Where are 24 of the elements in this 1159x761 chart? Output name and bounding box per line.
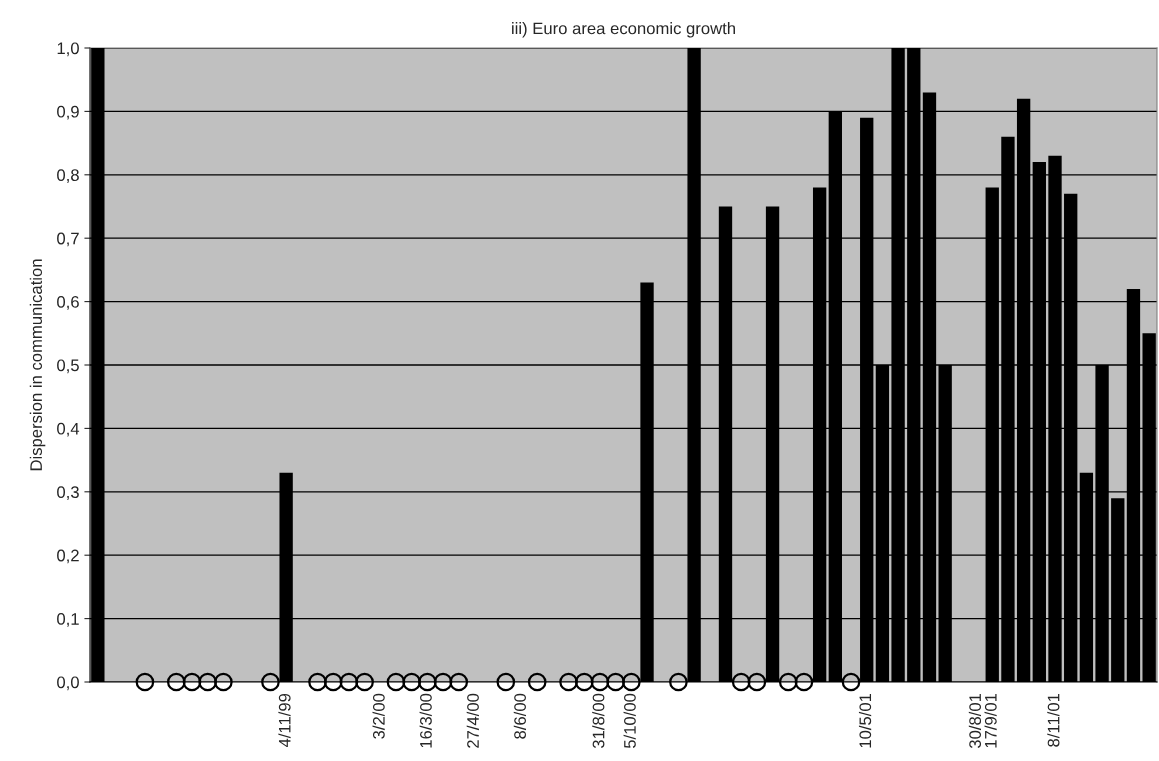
y-tick-label: 0,5 [57,359,79,374]
y-tick-label: 0,9 [57,105,79,120]
y-tick-label: 0,0 [57,676,79,691]
x-tick-label: 8/11/01 [1047,693,1060,747]
x-tick-label: 31/8/00 [592,693,605,749]
chart-title: iii) Euro area economic growth [512,22,735,38]
x-tick-label: 16/3/00 [419,693,432,748]
x-tick-label: 8/6/00 [513,693,526,739]
y-axis-title: Dispersion in communication [29,259,46,471]
x-tick-label: 10/5/01 [858,693,872,748]
y-tick-label: 0,7 [57,232,79,247]
y-tick-label: 1,0 [57,42,79,57]
x-tick-label: 4/11/99 [278,693,291,748]
x-tick-label: 17/9/01 [984,693,997,748]
x-tick-label: 3/2/00 [372,693,385,739]
x-tick-label: 27/4/00 [466,693,479,748]
x-tick-label: 5/10/00 [623,693,636,749]
y-tick-label: 0,8 [57,169,79,183]
y-tick-label: 0,2 [57,549,79,564]
y-tick-label: 0,3 [57,486,79,500]
y-tick-label: 0,1 [57,613,79,627]
y-tick-label: 0,6 [57,296,79,310]
y-tick-label: 0,4 [57,422,80,437]
x-tick-label: 30/8/01 [968,693,982,749]
